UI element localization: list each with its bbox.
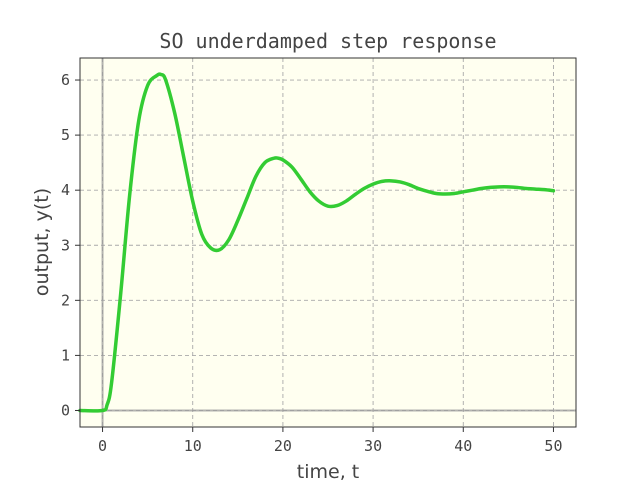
- x-tick-label-3: 30: [364, 437, 382, 455]
- y-tick-label-4: 4: [61, 181, 70, 199]
- plot-frame: [79, 57, 577, 428]
- y-tick-label-0: 0: [61, 401, 70, 419]
- x-tick-label-5: 50: [544, 437, 562, 455]
- x-tick-label-0: 0: [98, 437, 107, 455]
- y-tick-label-1: 1: [61, 346, 70, 364]
- y-tick-label-3: 3: [61, 236, 70, 254]
- x-tick-label-2: 20: [274, 437, 292, 455]
- zero-reference-lines: [80, 58, 576, 427]
- y-axis-label: output, y(t): [31, 188, 53, 296]
- x-tick-label-1: 10: [184, 437, 202, 455]
- y-tick-label-6: 6: [61, 71, 70, 89]
- data-layer: [78, 72, 556, 413]
- y-tick-label-2: 2: [61, 291, 70, 309]
- y-tick-label-5: 5: [61, 126, 70, 144]
- plot-area: [80, 58, 576, 427]
- x-tick-label-4: 40: [454, 437, 472, 455]
- axis-ticks: 0 10 20 30 40 50 0 1 2 3 4 5 6: [61, 71, 563, 455]
- x-axis-label: time, t: [297, 461, 359, 480]
- series-line-0: [78, 72, 556, 413]
- chart-title: SO underdamped step response: [159, 29, 496, 53]
